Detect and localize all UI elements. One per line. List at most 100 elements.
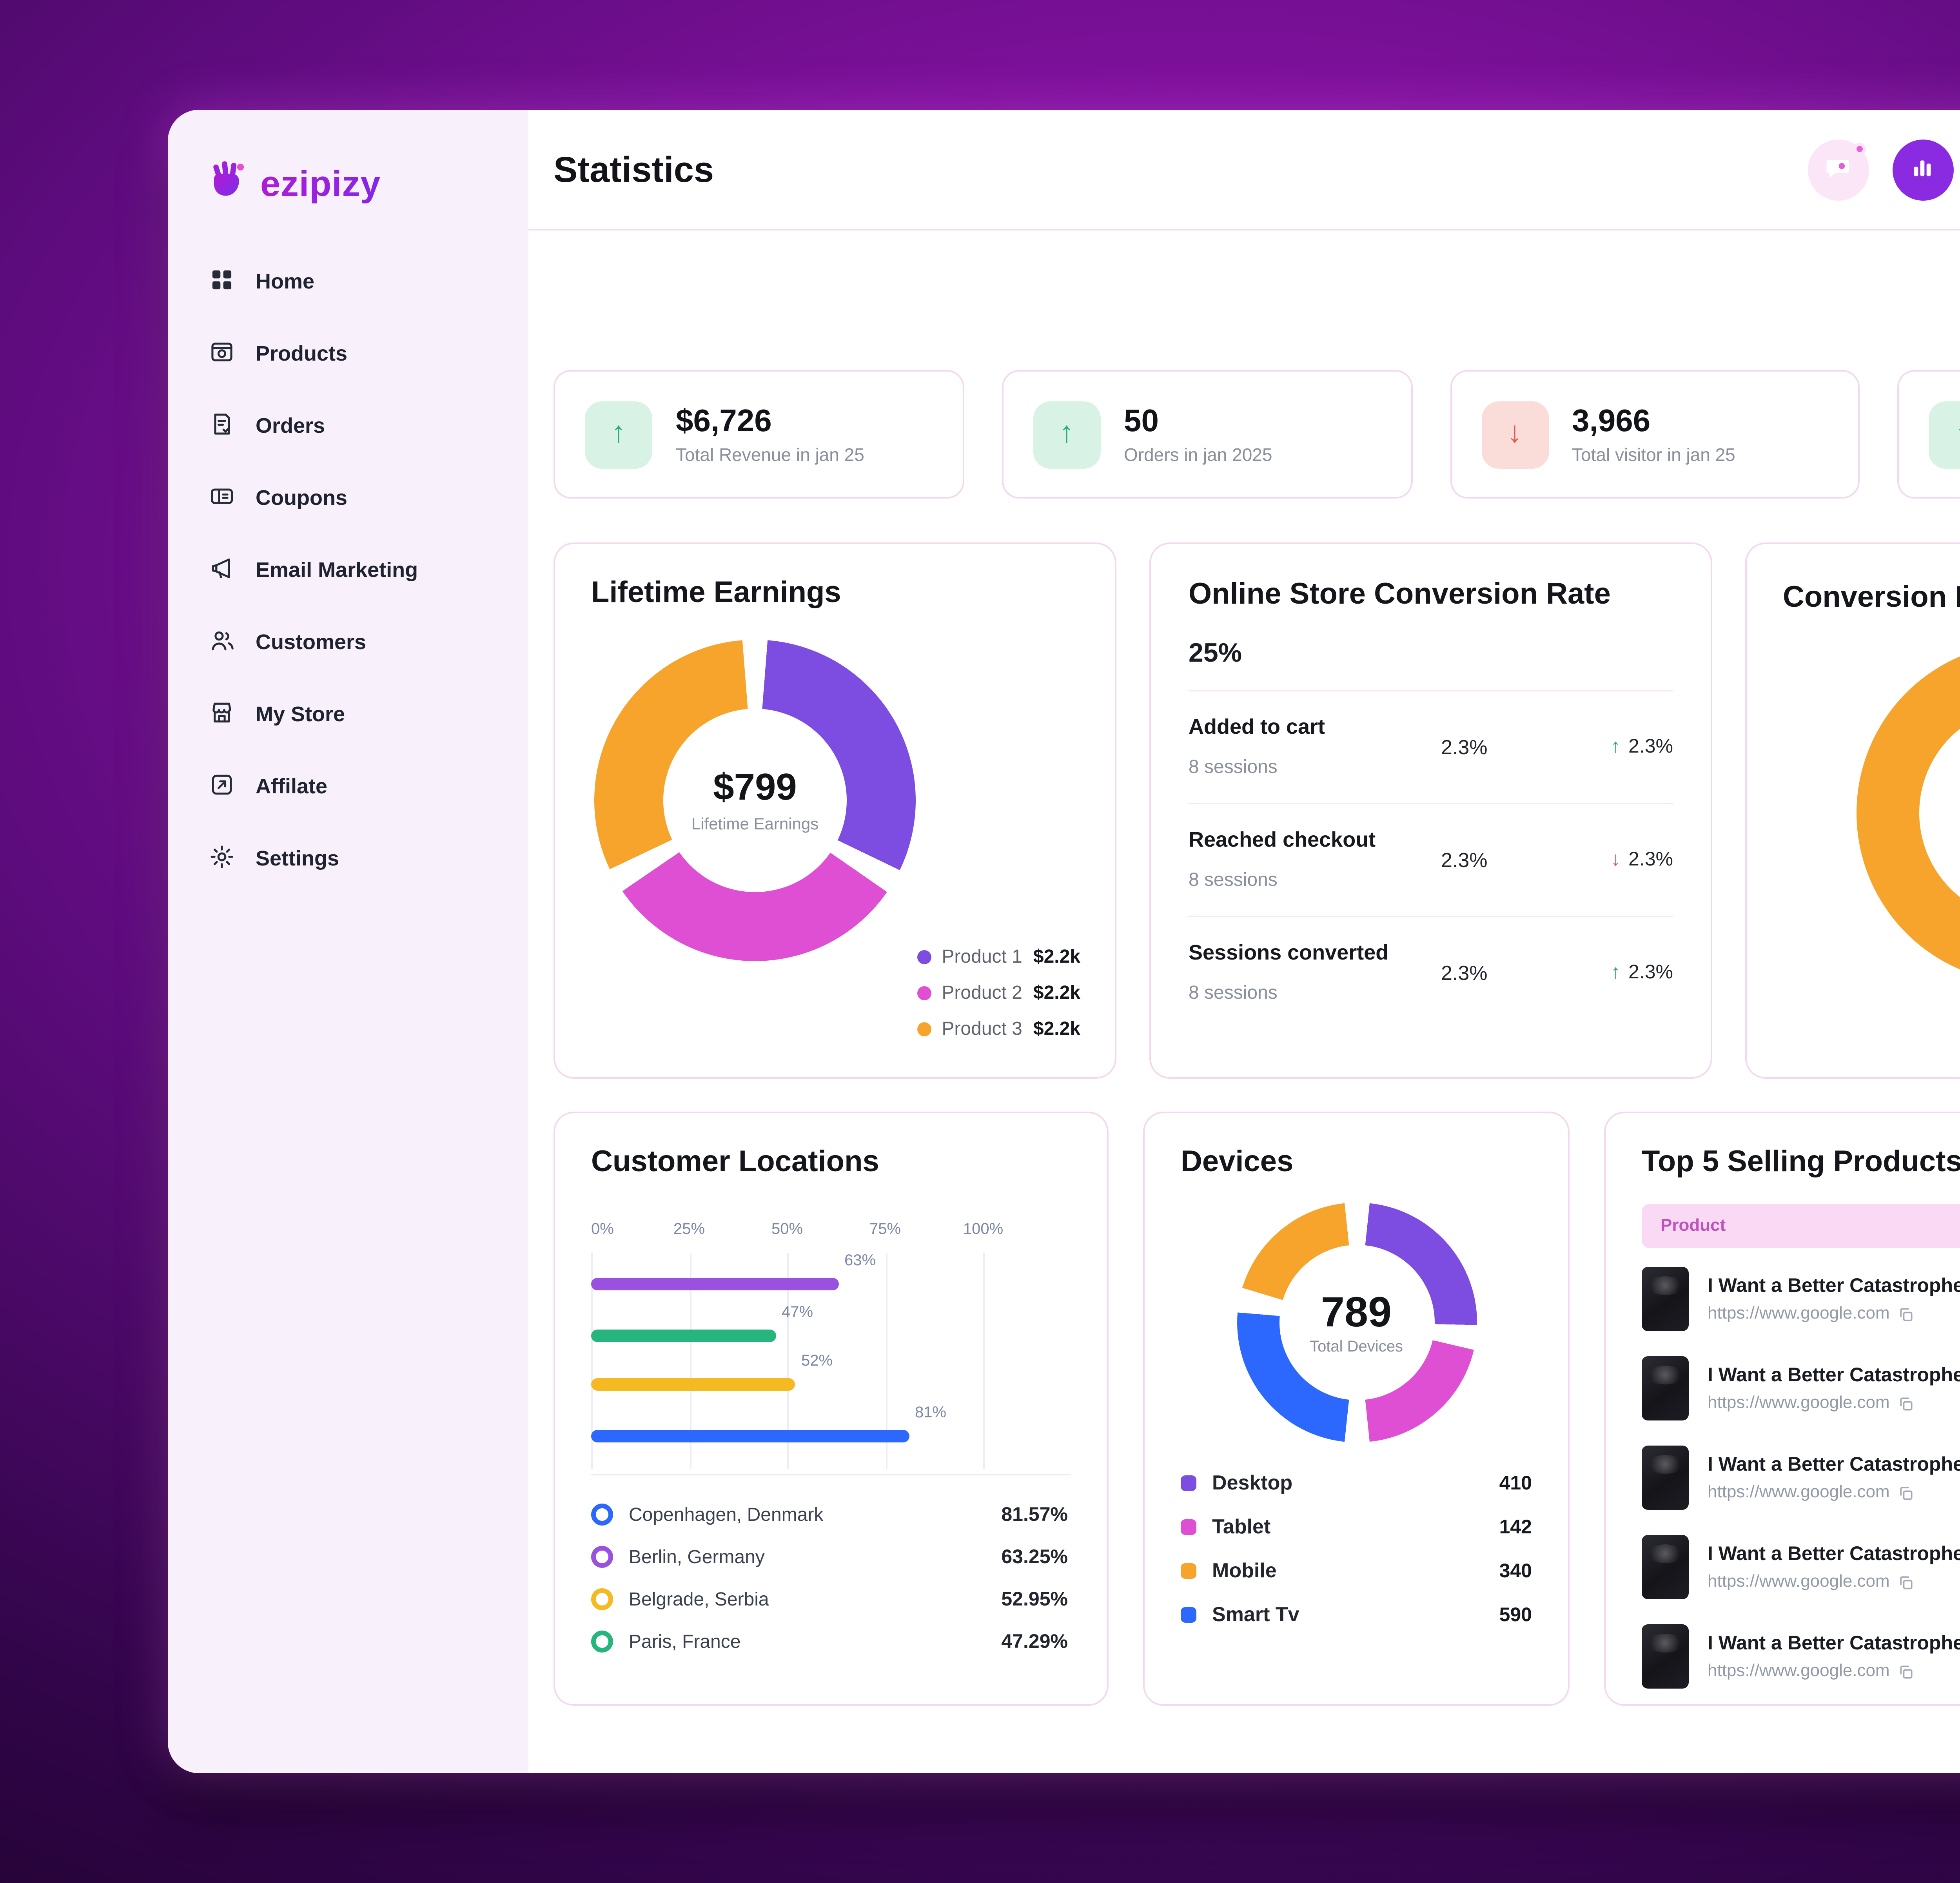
legend-item: Belgrade, Serbia 52.95% xyxy=(591,1588,1068,1610)
funnel-change: 2.3% xyxy=(1573,961,1673,983)
product-thumbnail xyxy=(1642,1535,1689,1599)
conversion-rate-header: Conversion Rate All time xyxy=(1747,544,1960,619)
legend-item: Tablet 142 xyxy=(1181,1515,1532,1538)
card-title: Top 5 Selling Products xyxy=(1642,1146,1960,1179)
bar-row: 47% xyxy=(591,1304,983,1342)
stat-label: Total Revenue in jan 25 xyxy=(676,446,864,465)
trend-down-icon xyxy=(1611,848,1621,870)
table-row[interactable]: I Want a Better Catastrophe https://www.… xyxy=(1642,1612,1960,1701)
legend-label: Product 1 xyxy=(942,945,1022,967)
arrow-up-icon xyxy=(585,401,652,468)
copy-icon[interactable] xyxy=(1898,1395,1915,1412)
legend-item: Product 2 $2.2k xyxy=(916,981,1080,1003)
stat-card-new-customers: 40 New customer in jan 25 xyxy=(1898,370,1960,499)
product-link[interactable]: https://www.google.com xyxy=(1708,1304,1890,1323)
product-url[interactable]: https://www.google.com xyxy=(1708,1662,1960,1681)
copy-icon[interactable] xyxy=(1898,1663,1915,1680)
funnel-change-value: 2.3% xyxy=(1628,961,1673,983)
sidebar-item-orders[interactable]: Orders xyxy=(190,397,506,455)
device-label: Tablet xyxy=(1212,1515,1271,1538)
donut-center-value: $799 xyxy=(713,767,797,809)
app-name: ezipizy xyxy=(260,163,381,205)
copy-icon[interactable] xyxy=(1898,1484,1915,1501)
funnel-row-sessions-converted: Sessions converted 8 sessions 2.3% 2.3% xyxy=(1189,916,1673,1029)
legend-item: Mobile 340 xyxy=(1181,1558,1532,1582)
bar-chart-icon xyxy=(1911,154,1936,184)
sidebar-item-email-marketing[interactable]: Email Marketing xyxy=(190,541,506,599)
product-link[interactable]: https://www.google.com xyxy=(1708,1394,1890,1413)
sidebar-nav: Home Products Orders Coupons Email Marke… xyxy=(168,252,528,887)
card-title: Online Store Conversion Rate xyxy=(1189,579,1611,611)
affiliate-icon xyxy=(209,771,235,802)
stat-card-revenue: $6,726 Total Revenue in jan 25 xyxy=(554,370,964,499)
devices-donut-chart: 789 Total Devices xyxy=(1236,1203,1476,1442)
arrow-down-icon xyxy=(1481,401,1548,468)
table-row[interactable]: I Want a Better Catastrophe https://www.… xyxy=(1642,1344,1960,1433)
statistics-button[interactable] xyxy=(1892,139,1954,200)
city-value: 47.29% xyxy=(1001,1631,1068,1653)
legend-swatch xyxy=(1181,1518,1196,1534)
copy-icon[interactable] xyxy=(1898,1573,1915,1591)
locations-legend: Copenhagen, Denmark 81.57% Berlin, Germa… xyxy=(591,1504,1071,1653)
product-url[interactable]: https://www.google.com xyxy=(1708,1394,1960,1413)
axis-tick-label: 100% xyxy=(963,1221,1004,1239)
messages-button[interactable] xyxy=(1808,139,1869,200)
gridline xyxy=(885,1253,887,1469)
table-row[interactable]: I Want a Better Catastrophe https://www.… xyxy=(1642,1522,1960,1612)
plot-area: 63% 47% 52% xyxy=(591,1253,985,1469)
donut-center-label: Lifetime Earnings xyxy=(691,815,819,834)
sidebar-item-affiliate[interactable]: Affilate xyxy=(190,757,506,815)
table-row[interactable]: I Want a Better Catastrophe https://www.… xyxy=(1642,1254,1960,1344)
product-url[interactable]: https://www.google.com xyxy=(1708,1304,1960,1323)
sidebar-item-products[interactable]: Products xyxy=(190,325,506,383)
legend-value: $2.2k xyxy=(1033,981,1080,1003)
column-header-product: Product xyxy=(1661,1217,1726,1235)
top-products-card: Top 5 Selling Products Product Sales I W… xyxy=(1604,1112,1960,1706)
trend-up-icon xyxy=(1611,735,1621,757)
donut-center: 789 Total Devices xyxy=(1279,1245,1434,1400)
devices-card: Devices 789 Total Devices Desktop 4 xyxy=(1143,1112,1570,1706)
bar-value-label: 52% xyxy=(801,1353,833,1370)
sidebar-item-label: Orders xyxy=(256,414,325,437)
funnel-header: Online Store Conversion Rate 25% xyxy=(1151,544,1711,669)
bottom-row: Customer Locations 0% 25% 50% 75% 100% xyxy=(554,1112,1960,1706)
legend-swatch xyxy=(1181,1606,1196,1622)
funnel-step-label: Reached checkout xyxy=(1189,828,1376,851)
product-url[interactable]: https://www.google.com xyxy=(1708,1573,1960,1591)
axis-tick-label: 0% xyxy=(591,1221,614,1239)
funnel-change: 2.3% xyxy=(1573,735,1673,757)
customers-icon xyxy=(209,626,235,658)
device-count: 410 xyxy=(1499,1471,1532,1493)
sidebar-item-customers[interactable]: Customers xyxy=(190,613,506,671)
copy-icon[interactable] xyxy=(1898,1305,1915,1322)
legend-item: Product 3 $2.2k xyxy=(916,1018,1080,1039)
table-row[interactable]: I Want a Better Catastrophe https://www.… xyxy=(1642,1433,1960,1522)
arrow-up-icon xyxy=(1929,401,1960,468)
megaphone-icon xyxy=(209,554,235,586)
sidebar-item-coupons[interactable]: Coupons xyxy=(190,469,506,527)
product-link[interactable]: https://www.google.com xyxy=(1708,1662,1890,1681)
sidebar-item-label: Coupons xyxy=(256,486,347,510)
product-name: I Want a Better Catastrophe xyxy=(1708,1632,1960,1654)
product-link[interactable]: https://www.google.com xyxy=(1708,1573,1890,1591)
lifetime-earnings-card: Lifetime Earnings $799 Lifetime Earnings… xyxy=(554,542,1116,1079)
sidebar-item-settings[interactable]: Settings xyxy=(190,829,506,887)
legend-ring xyxy=(591,1588,613,1610)
chat-bubble-icon xyxy=(1824,153,1853,186)
customer-locations-card: Customer Locations 0% 25% 50% 75% 100% xyxy=(554,1112,1109,1706)
card-title: Lifetime Earnings xyxy=(591,577,841,610)
sidebar-item-home[interactable]: Home xyxy=(190,252,506,310)
legend-swatch xyxy=(1181,1562,1196,1578)
legend-ring xyxy=(591,1546,613,1568)
funnel-sessions: 8 sessions xyxy=(1189,981,1278,1003)
orders-icon xyxy=(209,410,235,441)
product-link[interactable]: https://www.google.com xyxy=(1708,1483,1890,1502)
x-axis: 0% 25% 50% 75% 100% xyxy=(591,1221,1003,1243)
sidebar-item-my-store[interactable]: My Store xyxy=(190,685,506,743)
logo[interactable]: ezipizy xyxy=(168,151,528,252)
bar-value-label: 47% xyxy=(782,1304,813,1322)
funnel-rate: 2.3% xyxy=(1441,735,1488,758)
legend-item: Paris, France 47.29% xyxy=(591,1631,1068,1653)
product-url[interactable]: https://www.google.com xyxy=(1708,1483,1960,1502)
legend-label: Product 2 xyxy=(942,981,1022,1003)
